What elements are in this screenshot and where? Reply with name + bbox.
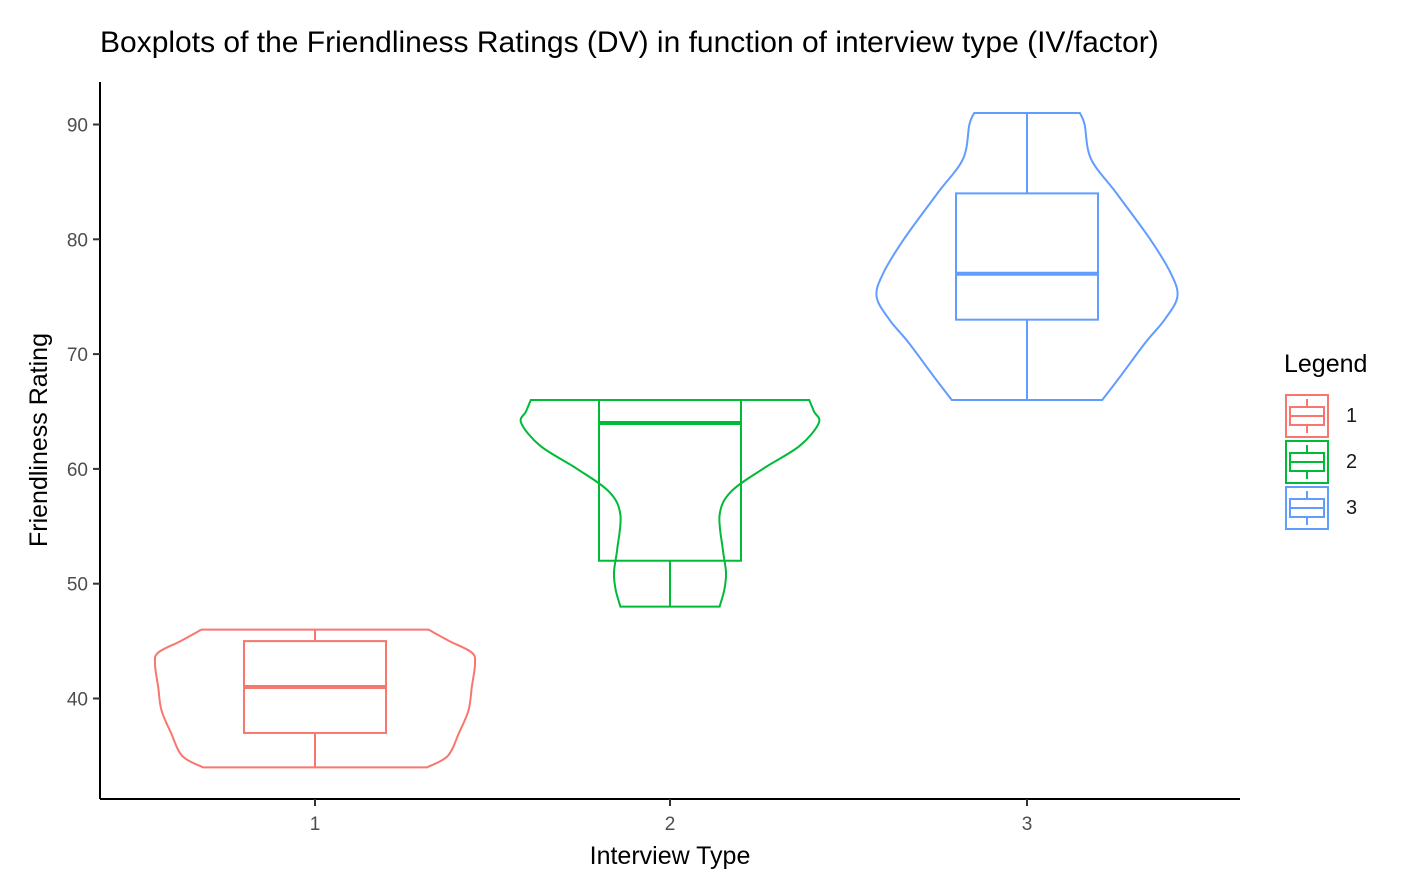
x-axis-title: Interview Type: [590, 842, 751, 870]
violin-1: [153, 628, 477, 769]
legend-item-2: 2: [1284, 439, 1367, 485]
y-tick-label-60: 60: [67, 460, 88, 481]
x-tick-label-3: 3: [1022, 814, 1033, 835]
legend-label-2: 2: [1346, 451, 1358, 473]
violin-2: [519, 399, 821, 608]
legend-item-3: 3: [1284, 485, 1367, 531]
legend-label-3: 3: [1346, 497, 1358, 519]
legend: Legend 1 2 3: [1284, 350, 1367, 531]
chart-title: Boxplots of the Friendliness Ratings (DV…: [100, 26, 1159, 59]
legend-key-frame-2: [1285, 440, 1329, 484]
x-tick-label-1: 1: [310, 814, 321, 835]
y-tick-label-50: 50: [67, 575, 88, 596]
box-2: [598, 399, 742, 562]
y-tick-label-70: 70: [67, 345, 88, 366]
y-tick-label-90: 90: [67, 116, 88, 137]
legend-items: 1 2 3: [1284, 393, 1367, 531]
legend-key-1: [1285, 394, 1329, 438]
legend-key-frame-3: [1285, 486, 1329, 530]
y-tick-label-80: 80: [67, 230, 88, 251]
legend-label-1: 1: [1346, 405, 1358, 427]
legend-key-3: [1285, 486, 1329, 530]
box-3: [955, 192, 1099, 321]
legend-key-2: [1285, 440, 1329, 484]
legend-title: Legend: [1284, 350, 1368, 378]
legend-item-1: 1: [1284, 393, 1367, 439]
x-tick-label-2: 2: [665, 814, 676, 835]
y-tick-label-40: 40: [67, 690, 88, 711]
y-axis-title: Friendliness Rating: [25, 333, 53, 547]
legend-key-frame-1: [1285, 394, 1329, 438]
violin-3: [875, 112, 1179, 402]
